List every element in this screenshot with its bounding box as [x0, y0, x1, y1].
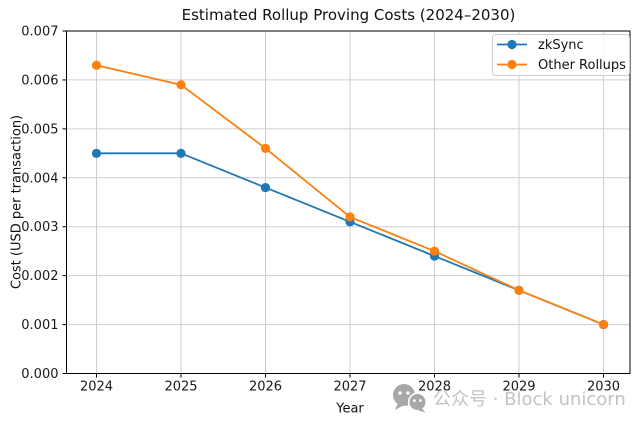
data-point-other-rollups	[260, 143, 271, 154]
x-tick-label: 2026	[249, 380, 282, 395]
wechat-icon	[393, 384, 427, 413]
x-tick-label: 2030	[587, 380, 620, 395]
legend-label-other-rollups: Other Rollups	[538, 58, 626, 73]
x-tick-label: 2029	[502, 380, 535, 395]
x-tick-label: 2025	[164, 380, 197, 395]
x-tick-label: 2024	[80, 380, 113, 395]
y-tick-label: 0.004	[21, 171, 58, 186]
x-axis-label: Year	[336, 401, 364, 417]
y-tick-label: 0.003	[21, 220, 58, 235]
y-tick-label: 0.005	[21, 122, 58, 137]
data-point-other-rollups	[598, 319, 609, 330]
legend-marker-other-rollups	[507, 59, 517, 70]
x-tick-label: 2027	[333, 380, 366, 395]
y-tick-label: 0.002	[21, 269, 58, 284]
plot-border	[66, 30, 631, 374]
data-point-other-rollups	[429, 246, 440, 256]
y-tick-label: 0.006	[21, 73, 58, 88]
y-tick-label: 0.000	[21, 367, 58, 382]
watermark-text: 公众号 · Block unicorn	[433, 389, 626, 410]
data-point-zksync	[176, 148, 186, 158]
legend-label-zksync: zkSync	[538, 38, 584, 53]
data-point-other-rollups	[514, 285, 524, 295]
y-tick-label: 0.001	[21, 318, 58, 333]
data-point-other-rollups	[345, 212, 355, 222]
watermark: 公众号 · Block unicorn	[391, 383, 626, 413]
data-point-zksync	[91, 148, 102, 158]
y-tick-label: 0.007	[21, 25, 58, 40]
data-point-other-rollups	[91, 60, 102, 70]
x-tick-label: 2028	[418, 380, 451, 395]
data-point-other-rollups	[176, 80, 186, 90]
chart-title: Estimated Rollup Proving Costs (2024–203…	[181, 6, 516, 24]
data-point-zksync	[260, 182, 271, 193]
legend-marker-zksync	[507, 39, 517, 50]
